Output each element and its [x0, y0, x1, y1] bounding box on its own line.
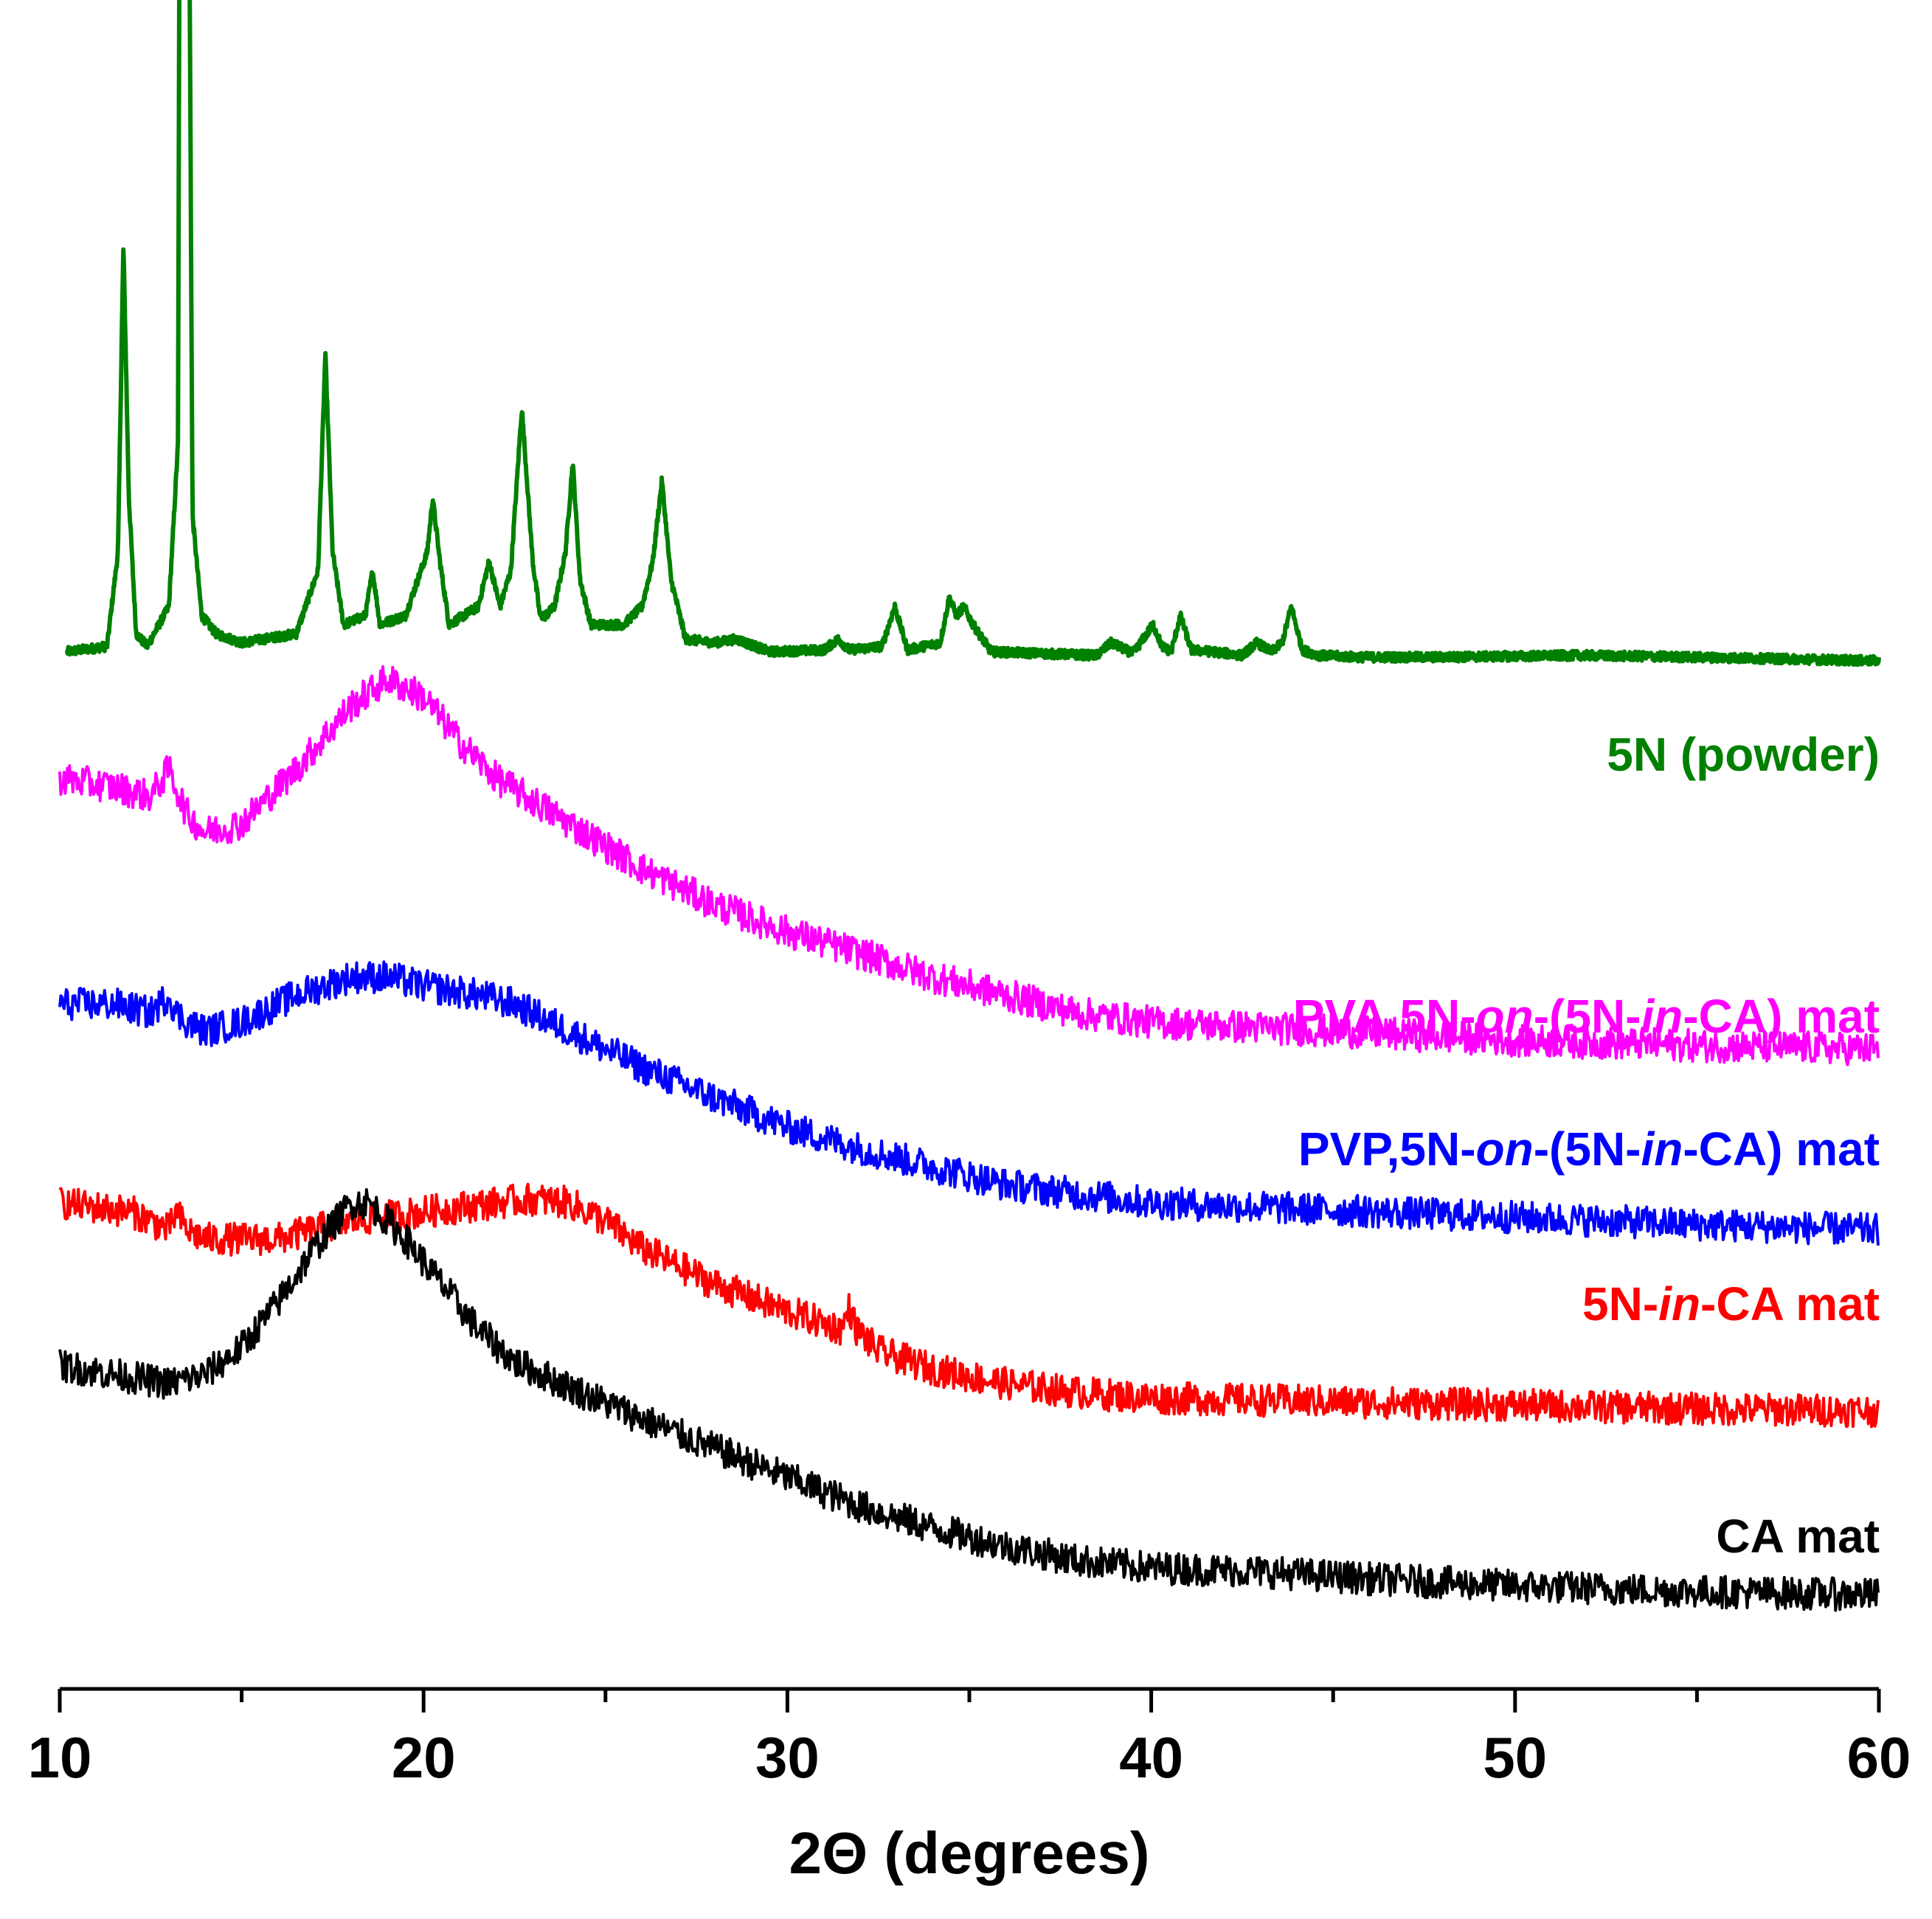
tick-label-10: 10	[28, 1725, 92, 1790]
series-line-1	[58, 665, 1880, 1066]
series-line-4	[58, 1188, 1880, 1612]
tick-label-40: 40	[1119, 1725, 1183, 1790]
series-label-0: 5N (powder)	[1607, 728, 1880, 781]
series-line-0	[64, 0, 1881, 667]
series-labels: 5N (powder) PVA,5N-on-(5N-in-CA) mat PVP,5…	[1293, 728, 1880, 1563]
tick-label-60: 60	[1847, 1725, 1911, 1790]
series-label-1: PVA,5N-on-(5N-in-CA) mat	[1293, 990, 1880, 1043]
x-axis: 10 20 30 40 50 60	[28, 1687, 1911, 1790]
x-axis-title: 2Θ (degrees)	[789, 1820, 1149, 1886]
tick-label-50: 50	[1483, 1725, 1547, 1790]
series-label-4: CA mat	[1716, 1510, 1880, 1563]
series-label-3: 5N-in-CA mat	[1582, 1277, 1880, 1330]
tick-label-20: 20	[392, 1725, 456, 1790]
tick-label-30: 30	[755, 1725, 820, 1790]
series-lines	[58, 0, 1881, 1612]
series-label-2: PVP,5N-on-(5N-in-CA) mat	[1298, 1122, 1880, 1176]
series-line-2	[58, 960, 1880, 1246]
series-line-3	[58, 1182, 1880, 1429]
